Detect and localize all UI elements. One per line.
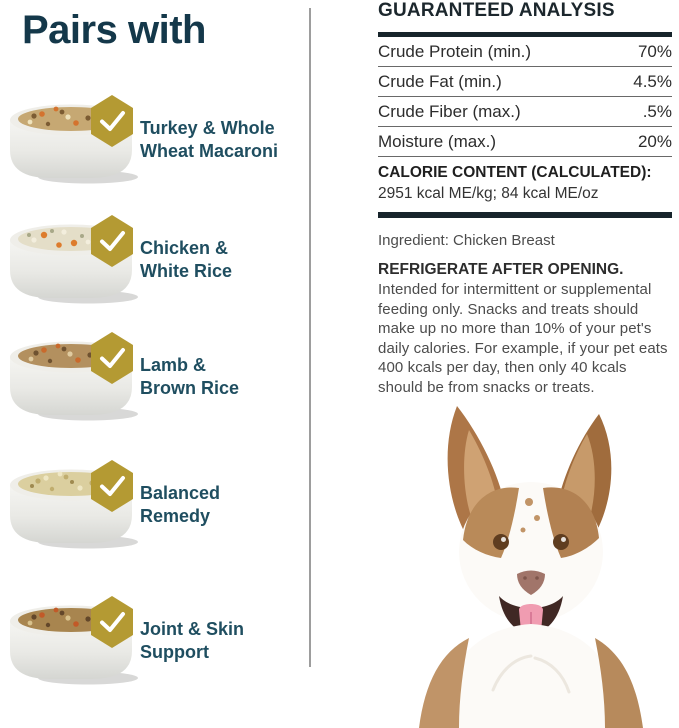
table-bottom-bar	[378, 212, 672, 218]
pairs-item-balanced-remedy: Balanced Remedy	[0, 460, 308, 557]
row-label: Crude Protein (min.)	[378, 41, 532, 61]
guaranteed-analysis-section: GUARANTEED ANALYSIS Crude Protein (min.)…	[378, 0, 672, 397]
row-value: 70%	[637, 41, 672, 61]
row-label: Moisture (max.)	[378, 131, 497, 151]
guaranteed-analysis-heading: GUARANTEED ANALYSIS	[378, 0, 615, 21]
row-value: .5%	[642, 101, 672, 121]
pairs-item-label: Joint & Skin Support	[140, 619, 245, 662]
check-icon	[100, 111, 125, 131]
pairs-item-chicken-white-rice: Chicken & White Rice	[0, 215, 308, 312]
check-badge	[91, 215, 133, 267]
check-badge	[91, 460, 133, 512]
row-value: 20%	[637, 131, 672, 151]
row-value: 4.5%	[633, 71, 672, 91]
table-row: Crude Protein (min.) 70%	[378, 37, 672, 67]
table-top-bar	[378, 32, 672, 37]
pairs-item-turkey-whole-wheat-macaroni: Turkey & Whole Wheat Macaroni	[0, 95, 308, 192]
table-row: Crude Fiber (max.) .5%	[378, 97, 672, 127]
pairs-item-label: Turkey & Whole Wheat Macaroni	[140, 118, 279, 161]
check-icon	[100, 231, 125, 251]
feeding-note: Intended for intermittent or supplementa…	[378, 281, 668, 396]
pairs-item-joint-skin-support: Joint & Skin Support	[0, 596, 308, 693]
table-row: Moisture (max.) 20%	[378, 127, 672, 157]
pairs-item-label: Chicken & White Rice	[140, 238, 233, 281]
refrigerate-warning: REFRIGERATE AFTER OPENING.	[378, 261, 624, 278]
check-badge	[91, 95, 133, 147]
check-badge	[91, 332, 133, 384]
check-icon	[100, 348, 125, 368]
row-label: Crude Fiber (max.)	[378, 101, 521, 121]
check-badge	[91, 596, 133, 648]
check-icon	[100, 612, 125, 632]
table-row: Crude Fat (min.) 4.5%	[378, 67, 672, 97]
check-icon	[100, 476, 125, 496]
calorie-content-value: 2951 kcal ME/kg; 84 kcal ME/oz	[378, 185, 599, 202]
pairs-with-heading: Pairs with	[22, 8, 206, 52]
pairs-item-lamb-brown-rice: Lamb & Brown Rice	[0, 332, 308, 429]
dog-photo	[419, 406, 643, 728]
pairs-item-label: Lamb & Brown Rice	[140, 355, 240, 398]
ingredient-text: Ingredient: Chicken Breast	[378, 232, 555, 249]
calorie-content-title: CALORIE CONTENT (CALCULATED):	[378, 164, 652, 181]
pairs-item-label: Balanced Remedy	[140, 483, 221, 526]
row-label: Crude Fat (min.)	[378, 71, 502, 91]
vertical-divider	[309, 8, 311, 667]
